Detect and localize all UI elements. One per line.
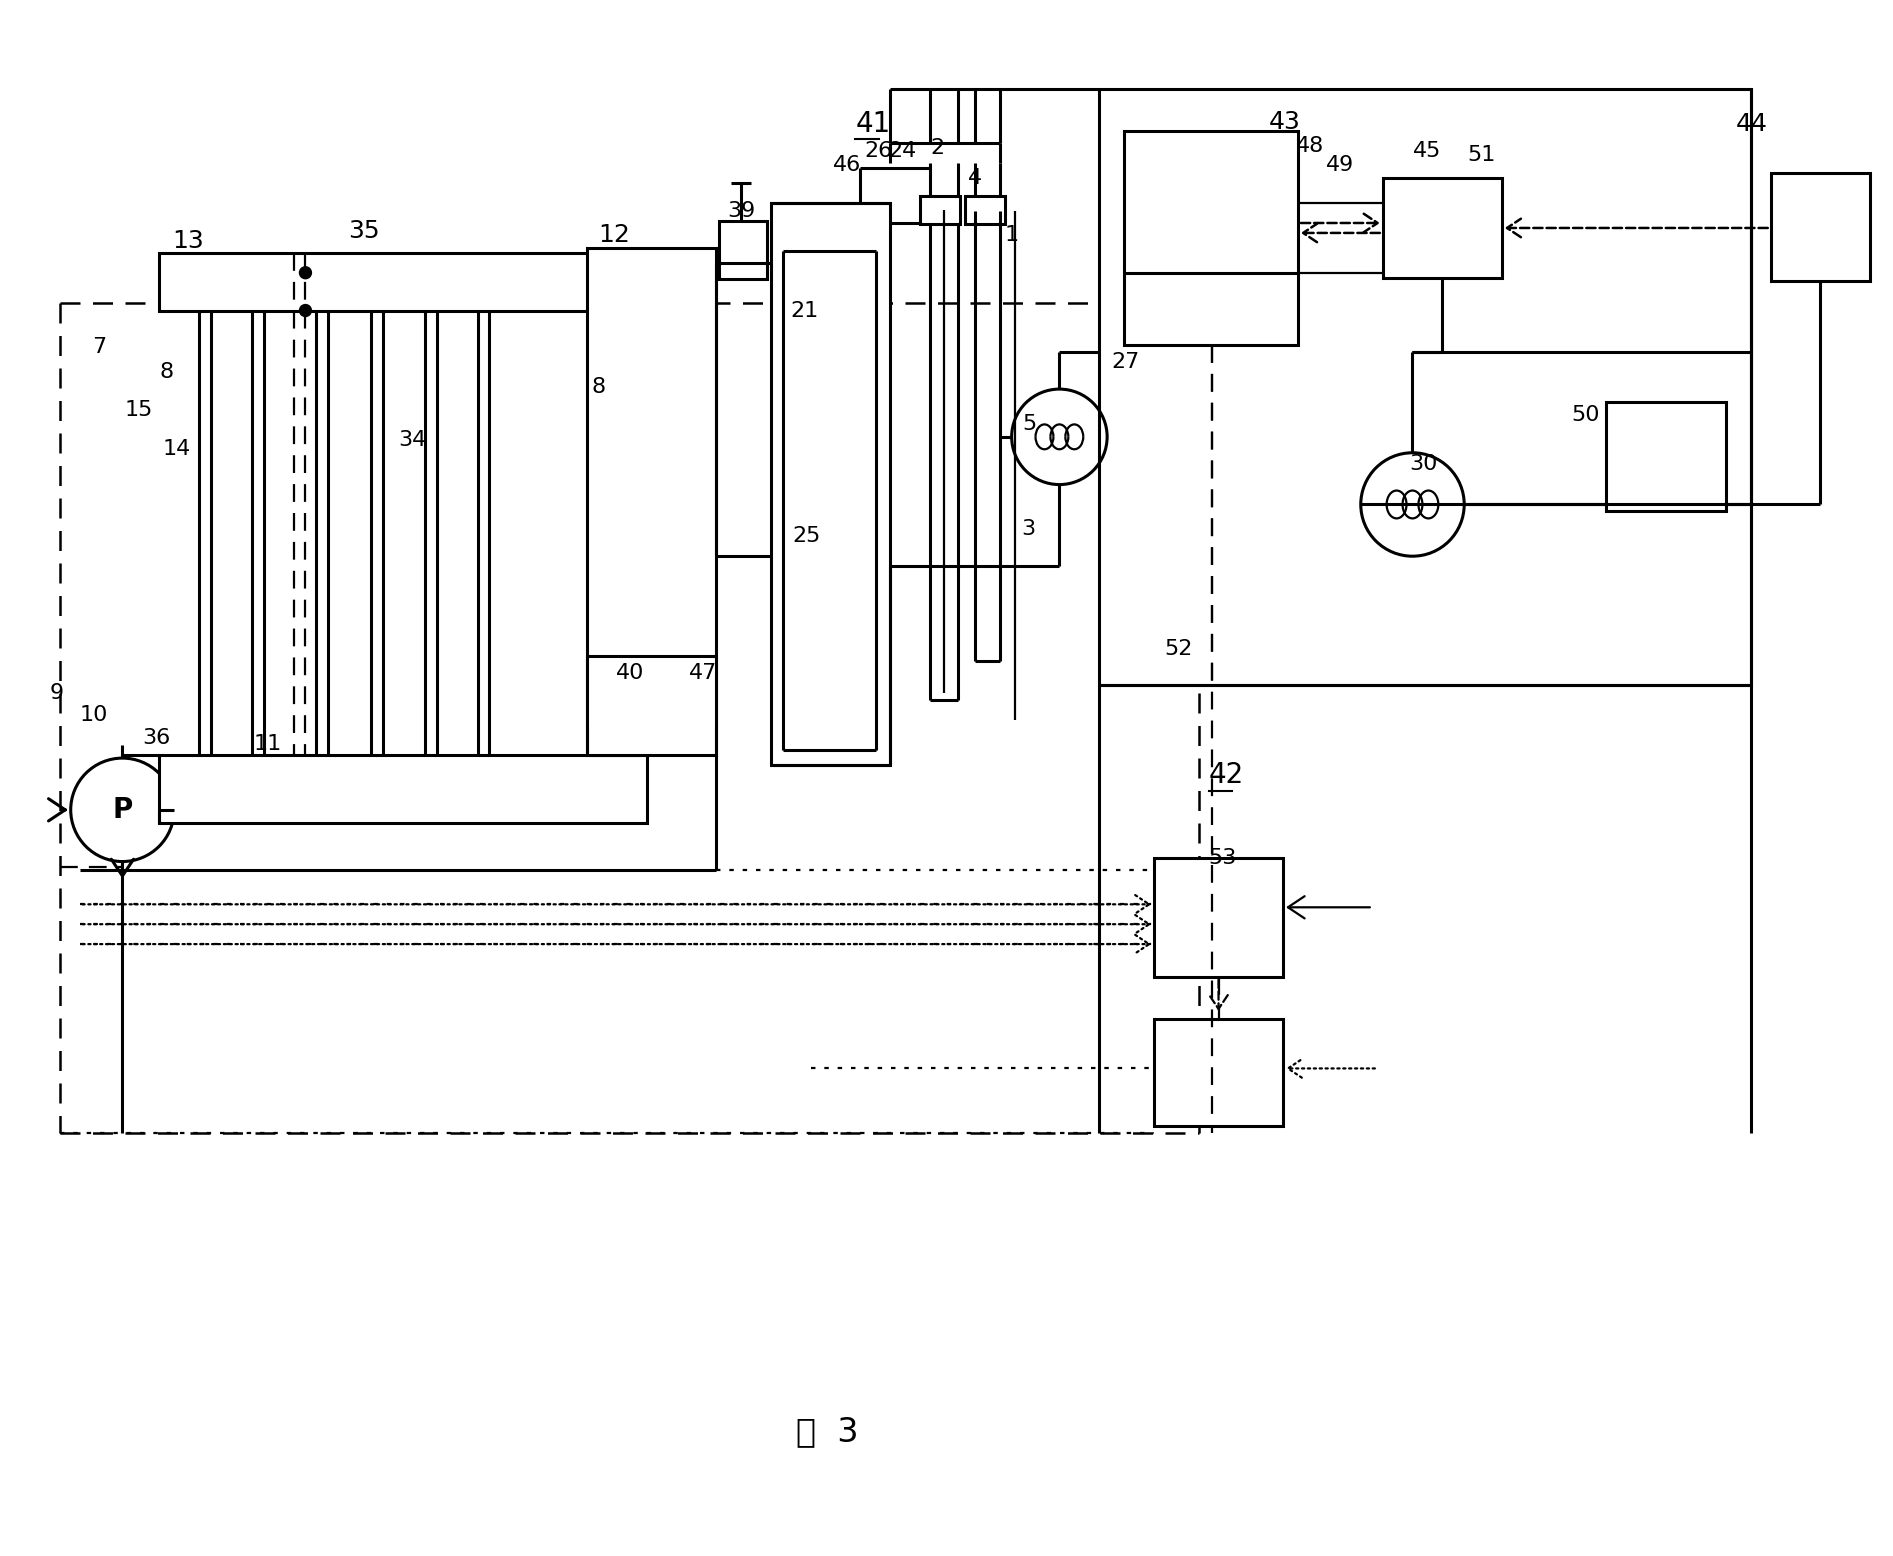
- Text: 30: 30: [1410, 454, 1439, 473]
- Text: 39: 39: [727, 201, 755, 221]
- Text: 9: 9: [49, 683, 64, 703]
- Bar: [1124, 131, 1299, 345]
- Text: 25: 25: [793, 526, 822, 546]
- Text: 45: 45: [1412, 142, 1441, 162]
- Text: 41: 41: [856, 109, 892, 137]
- Bar: [920, 196, 960, 224]
- Text: 26: 26: [865, 142, 893, 162]
- Text: 8: 8: [159, 363, 174, 383]
- Text: 13: 13: [172, 229, 204, 254]
- Circle shape: [299, 266, 312, 279]
- Text: 51: 51: [1467, 145, 1495, 165]
- Text: 35: 35: [348, 219, 380, 243]
- Text: 48: 48: [1297, 137, 1325, 157]
- Text: 36: 36: [142, 728, 170, 748]
- Text: 7: 7: [93, 338, 106, 358]
- Text: 40: 40: [615, 663, 644, 683]
- Text: 5: 5: [1022, 414, 1037, 434]
- Bar: [1100, 89, 1751, 686]
- Text: 43: 43: [1268, 109, 1300, 134]
- Text: 15: 15: [125, 400, 153, 420]
- Bar: [159, 755, 647, 823]
- Text: 53: 53: [1208, 848, 1236, 868]
- Text: 4: 4: [967, 168, 982, 188]
- Text: 44: 44: [1736, 112, 1768, 135]
- Text: 3: 3: [1022, 520, 1035, 540]
- Bar: [1382, 179, 1501, 277]
- Bar: [587, 247, 716, 725]
- Bar: [587, 655, 716, 755]
- Text: P: P: [112, 795, 133, 823]
- Text: 50: 50: [1571, 405, 1600, 425]
- Text: 42: 42: [1208, 761, 1244, 789]
- Text: 11: 11: [254, 734, 282, 755]
- Text: 27: 27: [1111, 352, 1140, 372]
- Bar: [1770, 173, 1870, 280]
- Bar: [1155, 1019, 1283, 1127]
- Text: 12: 12: [598, 223, 630, 247]
- Text: 46: 46: [833, 156, 861, 176]
- Text: 52: 52: [1164, 638, 1193, 658]
- Bar: [719, 221, 767, 279]
- Text: 2: 2: [929, 138, 945, 159]
- Bar: [770, 204, 890, 766]
- Text: 8: 8: [593, 377, 606, 397]
- Text: 24: 24: [888, 142, 916, 162]
- Bar: [1607, 401, 1726, 512]
- Text: 21: 21: [791, 300, 820, 321]
- Text: 図  3: 図 3: [795, 1414, 858, 1449]
- Text: 1: 1: [1005, 226, 1018, 244]
- Bar: [159, 252, 647, 311]
- Bar: [965, 196, 1005, 224]
- Text: 49: 49: [1325, 156, 1353, 176]
- Bar: [1155, 857, 1283, 977]
- Text: 34: 34: [398, 429, 426, 450]
- Circle shape: [299, 305, 312, 316]
- Text: 47: 47: [689, 663, 717, 683]
- Text: 14: 14: [163, 439, 191, 459]
- Text: 10: 10: [80, 705, 108, 725]
